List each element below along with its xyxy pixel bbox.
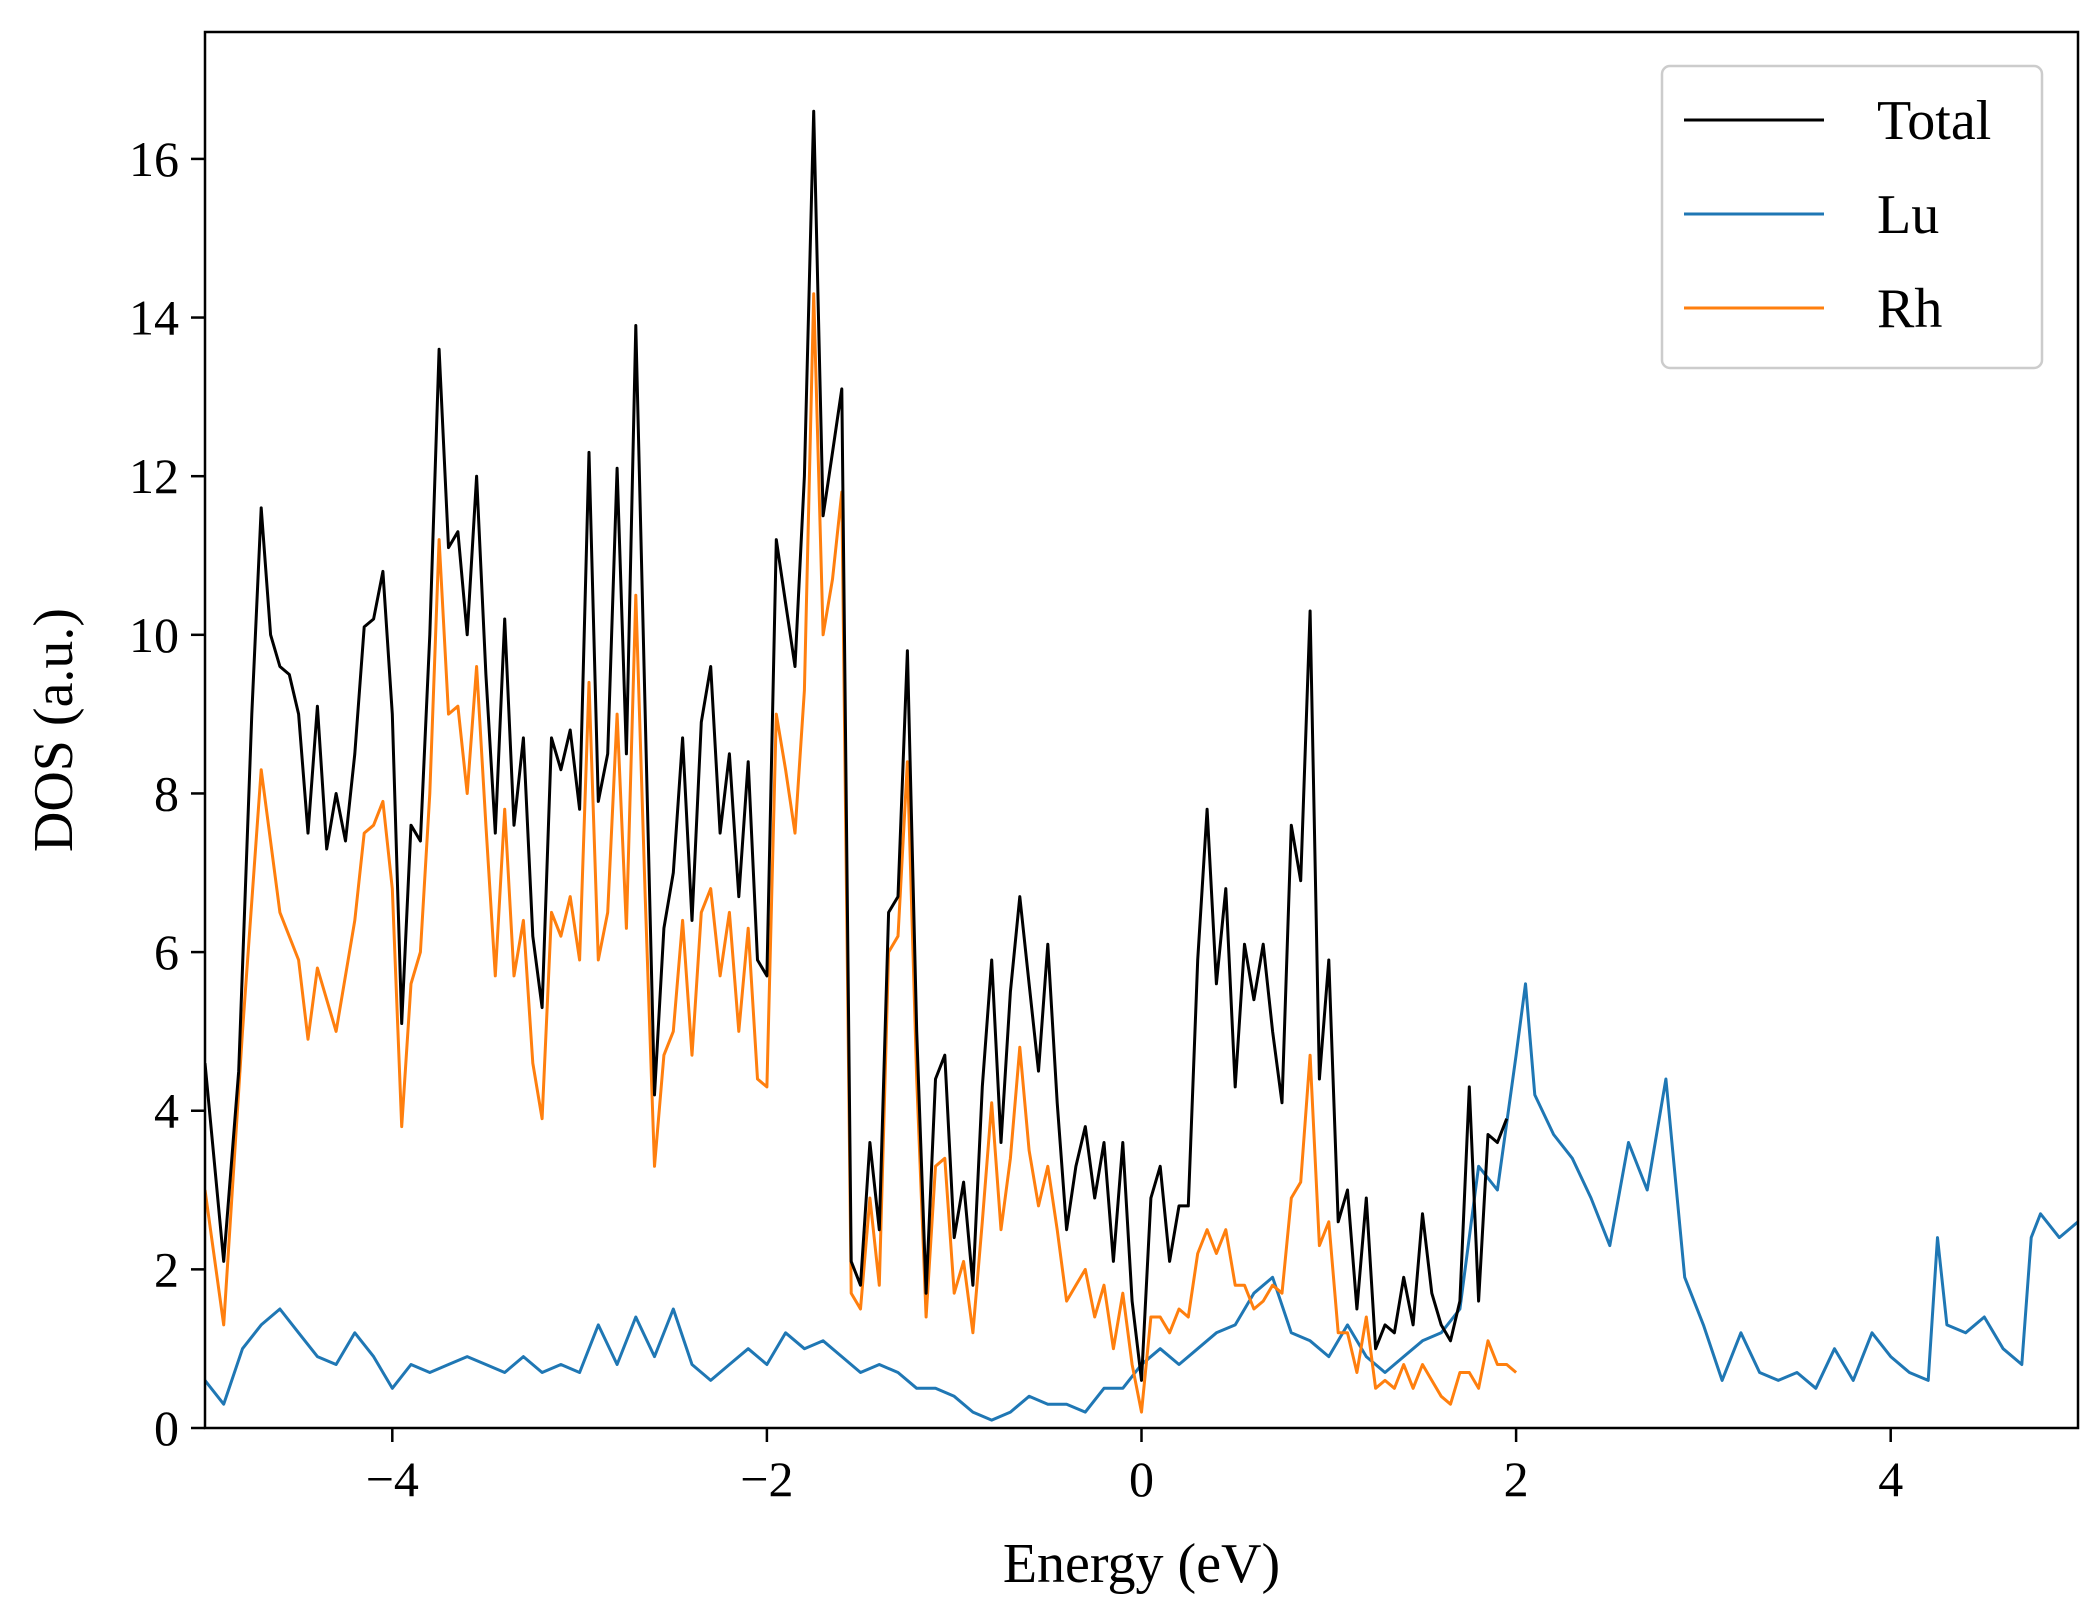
y-tick-label: 16 — [129, 131, 179, 187]
x-tick-label: 0 — [1129, 1451, 1154, 1507]
legend-label-lu: Lu — [1877, 184, 1939, 246]
y-axis-title: DOS (a.u.) — [23, 608, 85, 852]
ticks-layer: −4 −2 0 2 4 0 2 4 6 8 10 12 14 16 — [129, 131, 1903, 1507]
y-tick-label: 2 — [154, 1241, 179, 1297]
y-tick-label: 8 — [154, 765, 179, 821]
legend-label-rh: Rh — [1877, 278, 1942, 340]
x-tick-label: 4 — [1878, 1451, 1903, 1507]
legend-box — [1660, 64, 2044, 370]
y-tick-label: 0 — [154, 1400, 179, 1456]
y-tick-label: 4 — [154, 1083, 179, 1139]
series-line-lu — [205, 982, 2078, 1422]
legend-items: Total Lu Rh — [1684, 90, 1991, 340]
x-tick-label: −4 — [366, 1451, 419, 1507]
x-axis-title: Energy (eV) — [1003, 1533, 1280, 1595]
legend-label-total: Total — [1877, 90, 1991, 152]
x-tick-label: −2 — [740, 1451, 793, 1507]
y-tick-label: 12 — [129, 448, 179, 504]
series-line-rh — [205, 292, 1518, 1414]
series-layer — [205, 109, 2078, 1422]
series-line-total — [205, 109, 1509, 1382]
y-tick-label: 10 — [129, 607, 179, 663]
legend: Total Lu Rh — [1660, 64, 2044, 370]
y-tick-label: 6 — [154, 924, 179, 980]
y-tick-label: 14 — [129, 290, 179, 346]
x-tick-label: 2 — [1504, 1451, 1529, 1507]
